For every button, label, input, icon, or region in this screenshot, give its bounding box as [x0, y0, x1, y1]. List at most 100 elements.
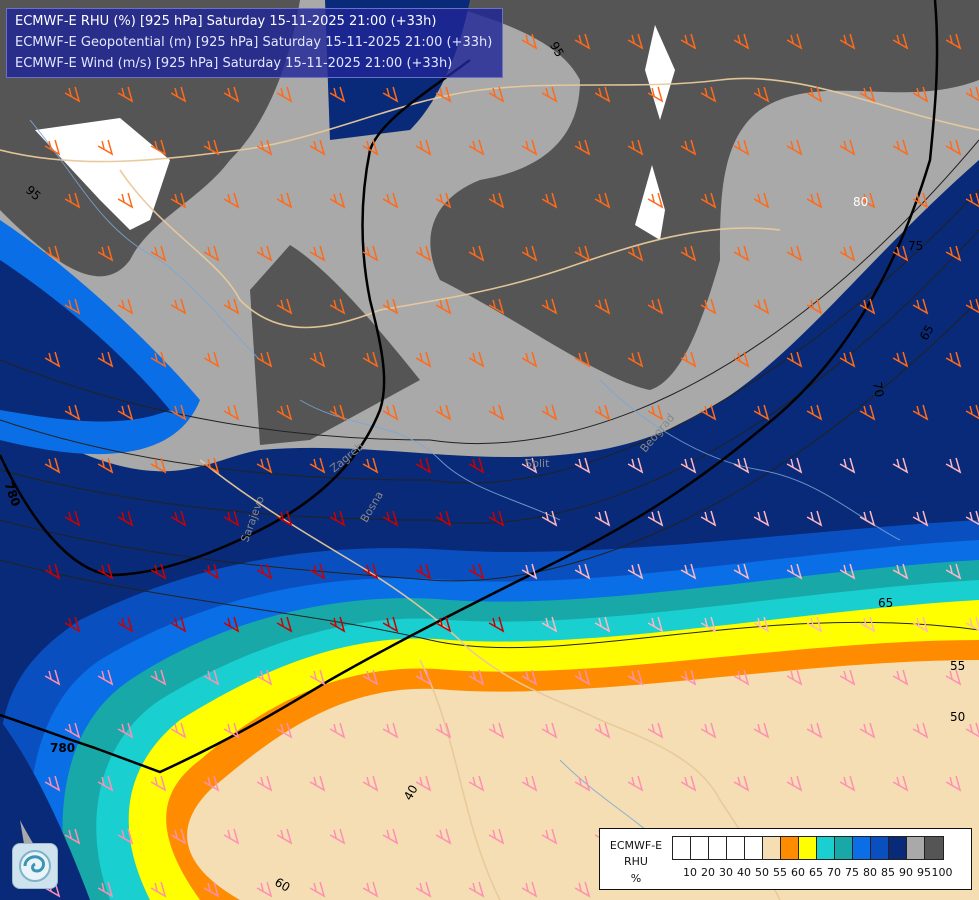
wind-barb — [945, 775, 962, 792]
wind-barb — [700, 192, 717, 209]
wind-barb — [97, 881, 114, 898]
wind-barb — [945, 669, 962, 686]
wind-barb — [276, 722, 293, 739]
legend-swatch — [727, 837, 745, 859]
wind-barb — [733, 245, 750, 262]
wind-barb — [700, 86, 717, 103]
wind-barb — [574, 457, 591, 474]
wind-barb — [468, 245, 485, 262]
wind-barb — [150, 457, 167, 474]
wind-barb — [415, 351, 432, 368]
wind-barb — [468, 669, 485, 686]
wind-barb — [382, 298, 399, 315]
wind-barb — [859, 86, 876, 103]
wind-barb — [44, 245, 61, 262]
wind-barb — [488, 298, 505, 315]
wind-barb — [965, 192, 979, 208]
wind-barb — [574, 881, 591, 898]
wind-barb — [256, 563, 273, 580]
wind-barb — [521, 351, 538, 368]
wind-barb — [627, 563, 644, 580]
wind-barb — [170, 616, 187, 633]
wind-barb — [892, 33, 909, 50]
wind-barb — [521, 457, 538, 474]
wind-barb — [574, 33, 591, 50]
wind-barb — [574, 245, 591, 262]
wind-barb — [170, 86, 187, 103]
wind-barb — [170, 510, 187, 527]
wind-barb — [733, 139, 750, 156]
wind-barb — [223, 298, 240, 315]
wind-barb — [64, 828, 81, 845]
wind-barb — [256, 351, 273, 368]
wind-barb — [97, 775, 114, 792]
wind-barb — [859, 192, 876, 209]
wind-barb — [700, 404, 717, 421]
header-wind-title: ECMWF-E Wind (m/s) [925 hPa] Saturday 15… — [15, 56, 453, 71]
legend-tick-label: 100 — [931, 866, 953, 879]
wind-barb — [276, 616, 293, 633]
legend-model: ECMWF-E — [609, 839, 663, 852]
wind-barb — [382, 86, 399, 103]
wind-barb — [912, 86, 929, 103]
legend-swatch — [781, 837, 799, 859]
wind-barb — [839, 139, 856, 156]
wind-barb — [203, 457, 220, 474]
wind-barb — [223, 192, 240, 209]
rh-label-65-b: 65 — [878, 596, 893, 610]
wind-barb — [521, 139, 538, 156]
wind-barb — [786, 139, 803, 156]
wind-barb — [912, 510, 929, 527]
header-geopotential-title: ECMWF-E Geopotential (m) [925 hPa] Satur… — [15, 35, 493, 50]
wind-barb — [64, 298, 81, 315]
legend-swatch — [907, 837, 925, 859]
rh-label-55: 55 — [950, 659, 965, 673]
legend-variable: RHU — [624, 855, 648, 868]
wind-barb — [680, 669, 697, 686]
wind-barb — [753, 510, 770, 527]
wind-barb — [594, 404, 611, 421]
legend-tick-label: 50 — [755, 866, 769, 879]
wind-barb — [521, 33, 538, 50]
wind-barb — [150, 351, 167, 368]
wind-barb — [117, 828, 134, 845]
wind-barb — [627, 245, 644, 262]
wind-barb — [839, 351, 856, 368]
wind-barb — [839, 245, 856, 262]
wind-barb — [627, 669, 644, 686]
wind-barb — [806, 192, 823, 209]
wind-barb — [700, 722, 717, 739]
wind-barb — [150, 139, 167, 156]
wind-barb — [859, 404, 876, 421]
wind-barb — [965, 404, 979, 420]
wind-barb — [44, 457, 61, 474]
wind-barb — [859, 510, 876, 527]
wind-barb — [362, 457, 379, 474]
wind-barb — [786, 33, 803, 50]
wind-barb — [521, 245, 538, 262]
wind-barb — [97, 245, 114, 262]
legend-swatch — [763, 837, 781, 859]
wind-barb — [521, 775, 538, 792]
wind-barb — [256, 669, 273, 686]
wind-barb — [647, 616, 664, 633]
wind-barb — [382, 510, 399, 527]
wind-barb — [276, 404, 293, 421]
wind-barb — [892, 669, 909, 686]
wind-barb — [203, 351, 220, 368]
wind-barb — [541, 510, 558, 527]
legend-tick-label: 75 — [845, 866, 859, 879]
wind-barb — [415, 139, 432, 156]
wind-barb — [150, 775, 167, 792]
wind-barb — [521, 563, 538, 580]
wind-barb — [945, 457, 962, 474]
wind-barb — [382, 192, 399, 209]
wind-barb — [733, 669, 750, 686]
wind-barb — [415, 245, 432, 262]
wind-barb — [64, 86, 81, 103]
wind-barb — [435, 722, 452, 739]
wind-barb — [965, 722, 979, 738]
wind-barb — [753, 404, 770, 421]
wind-barb — [276, 86, 293, 103]
